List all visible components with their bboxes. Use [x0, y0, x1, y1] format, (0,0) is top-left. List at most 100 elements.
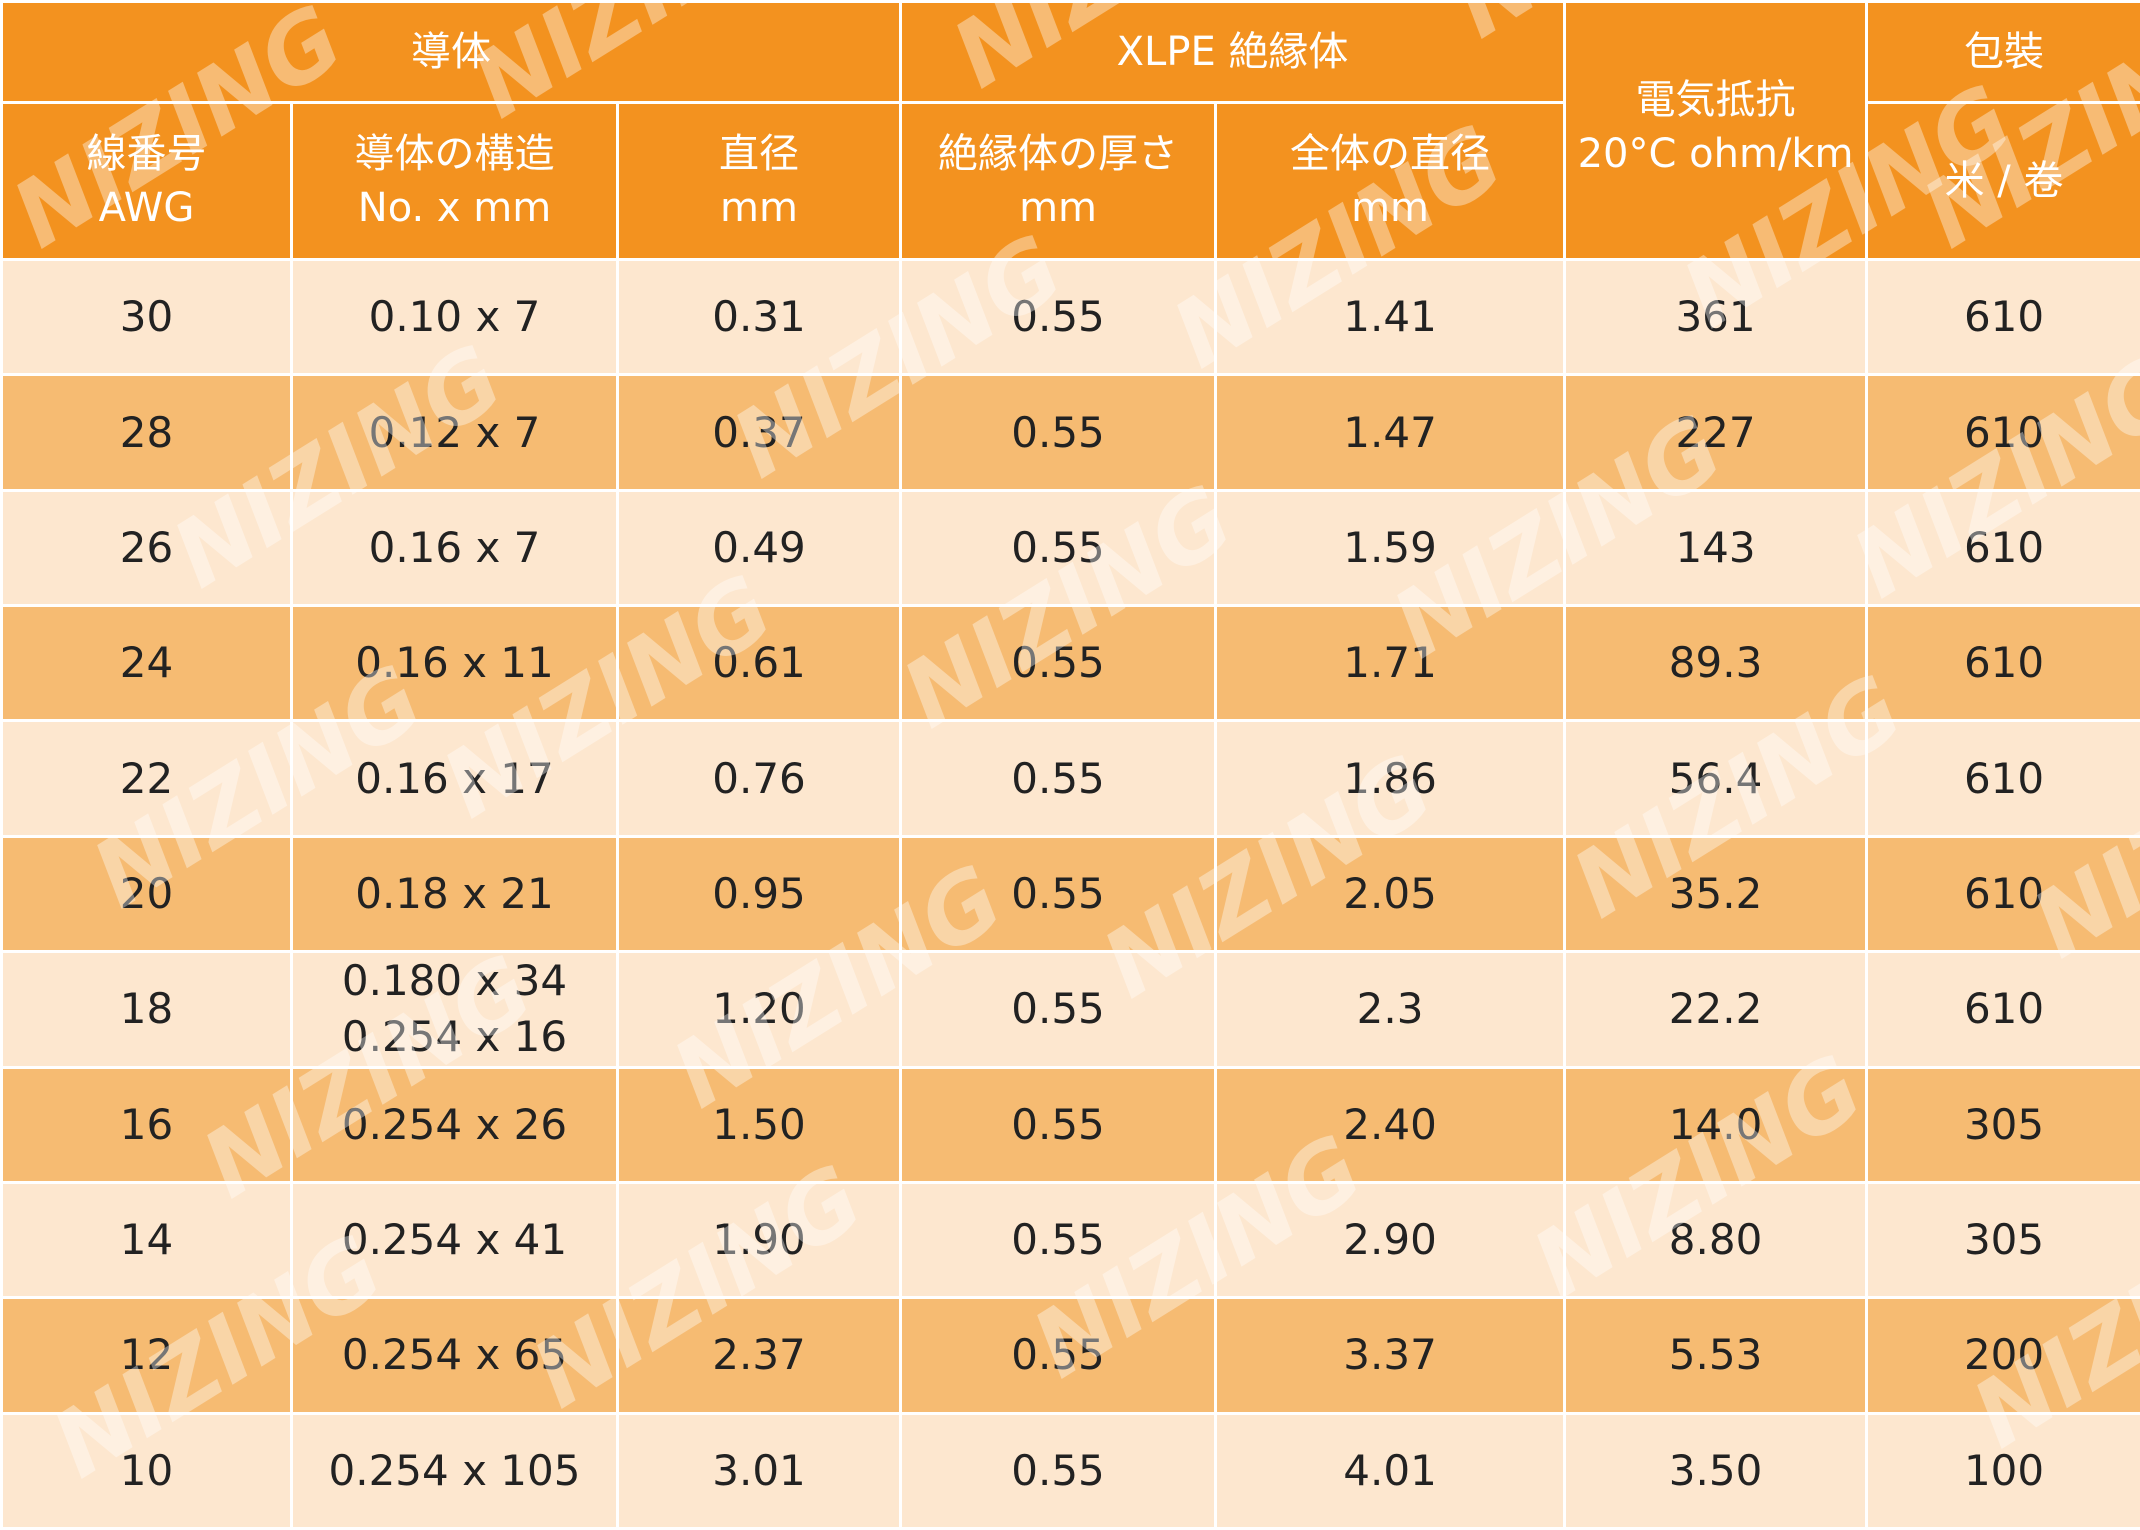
cell-awg: 30 — [0, 257, 293, 377]
structure-line: 0.254 x 16 — [341, 1012, 568, 1062]
cell-packing: 200 — [1865, 1296, 2140, 1415]
cell-overall: 1.86 — [1214, 719, 1567, 838]
table-body: 30 0.10 x 7 0.31 0.55 1.41 361 610 28 0.12 x 7 0.… — [0, 257, 2140, 1530]
cell-diameter: 0.95 — [615, 834, 903, 954]
structure-line: 0.12 x 7 — [368, 407, 541, 457]
structure-line: 0.254 x 26 — [341, 1099, 568, 1149]
header-packing-unit: 米 / 卷 — [1865, 101, 2140, 261]
cell-diameter: 3.01 — [615, 1411, 903, 1530]
cell-structure: 0.16 x 7 — [290, 488, 619, 608]
cell-thickness: 0.55 — [899, 719, 1218, 838]
header-overall: 全体の直径 mm — [1214, 101, 1567, 261]
header-resistance-line-1: 電気抵抗 — [1635, 77, 1796, 123]
cell-thickness: 0.55 — [899, 1180, 1218, 1300]
structure-line: 0.254 x 65 — [341, 1330, 568, 1380]
header-overall-line-2: mm — [1351, 185, 1429, 231]
cell-diameter: 0.49 — [615, 488, 903, 608]
header-resistance: 電気抵抗 20°C ohm/km — [1563, 0, 1869, 261]
table-row: 18 0.180 x 34 0.254 x 16 1.20 0.55 2.3 22.2 610 — [0, 950, 2140, 1069]
cell-resistance: 22.2 — [1563, 950, 1869, 1069]
cell-packing: 610 — [1865, 834, 2140, 954]
cell-structure: 0.254 x 105 — [290, 1411, 619, 1530]
cell-resistance: 8.80 — [1563, 1180, 1869, 1300]
cell-packing: 610 — [1865, 950, 2140, 1069]
cell-resistance: 56.4 — [1563, 719, 1869, 838]
header-overall-line-1: 全体の直径 — [1290, 131, 1491, 177]
structure-line: 0.16 x 11 — [355, 638, 554, 688]
cell-awg: 12 — [0, 1296, 293, 1415]
table-row: 30 0.10 x 7 0.31 0.55 1.41 361 610 — [0, 257, 2140, 377]
table-row: 28 0.12 x 7 0.37 0.55 1.47 227 610 — [0, 373, 2140, 492]
cell-thickness: 0.55 — [899, 834, 1218, 954]
header-packing-group: 包裝 — [1865, 0, 2140, 104]
cell-awg: 14 — [0, 1180, 293, 1300]
cell-diameter: 1.90 — [615, 1180, 903, 1300]
cell-structure: 0.180 x 34 0.254 x 16 — [290, 950, 619, 1069]
cell-overall: 1.47 — [1214, 373, 1567, 492]
cell-packing: 610 — [1865, 373, 2140, 492]
structure-line: 0.18 x 21 — [355, 868, 554, 918]
cell-thickness: 0.55 — [899, 950, 1218, 1069]
cell-thickness: 0.55 — [899, 604, 1218, 723]
cell-overall: 2.05 — [1214, 834, 1567, 954]
cell-structure: 0.16 x 17 — [290, 719, 619, 838]
cell-resistance: 14.0 — [1563, 1065, 1869, 1184]
header-diameter-line-1: 直径 — [719, 131, 800, 177]
header-thickness: 絶縁体の厚さ mm — [899, 101, 1218, 261]
cell-packing: 305 — [1865, 1065, 2140, 1184]
structure-line: 0.10 x 7 — [368, 292, 541, 342]
cell-resistance: 361 — [1563, 257, 1869, 377]
cell-structure: 0.10 x 7 — [290, 257, 619, 377]
table-row: 22 0.16 x 17 0.76 0.55 1.86 56.4 610 — [0, 719, 2140, 838]
cell-thickness: 0.55 — [899, 1065, 1218, 1184]
header-resistance-line-2: 20°C ohm/km — [1577, 131, 1854, 177]
header-awg-line-2: AWG — [98, 185, 195, 231]
cell-awg: 28 — [0, 373, 293, 492]
cell-resistance: 3.50 — [1563, 1411, 1869, 1530]
cell-structure: 0.254 x 41 — [290, 1180, 619, 1300]
cell-thickness: 0.55 — [899, 257, 1218, 377]
cell-structure: 0.18 x 21 — [290, 834, 619, 954]
header-diameter-line-2: mm — [720, 185, 798, 231]
cell-overall: 4.01 — [1214, 1411, 1567, 1530]
cell-packing: 610 — [1865, 604, 2140, 723]
table-row: 10 0.254 x 105 3.01 0.55 4.01 3.50 100 — [0, 1411, 2140, 1530]
header-structure-line-1: 導体の構造 — [354, 131, 555, 177]
cell-diameter: 1.20 — [615, 950, 903, 1069]
table-row: 14 0.254 x 41 1.90 0.55 2.90 8.80 305 — [0, 1180, 2140, 1300]
header-conductor-group: 導体 — [0, 0, 903, 104]
header-thickness-line-1: 絶縁体の厚さ — [938, 131, 1179, 177]
cell-awg: 16 — [0, 1065, 293, 1184]
cell-awg: 10 — [0, 1411, 293, 1530]
structure-line: 0.16 x 17 — [355, 753, 554, 803]
cell-diameter: 2.37 — [615, 1296, 903, 1415]
cell-packing: 100 — [1865, 1411, 2140, 1530]
table-row: 12 0.254 x 65 2.37 0.55 3.37 5.53 200 — [0, 1296, 2140, 1415]
cell-diameter: 0.37 — [615, 373, 903, 492]
cell-packing: 610 — [1865, 488, 2140, 608]
header-structure-line-2: No. x mm — [357, 185, 552, 231]
cell-awg: 26 — [0, 488, 293, 608]
structure-line: 0.16 x 7 — [368, 522, 541, 572]
table-row: 20 0.18 x 21 0.95 0.55 2.05 35.2 610 — [0, 834, 2140, 954]
header-group-row: 導体 XLPE 絶縁体 電気抵抗 20°C ohm/km 包裝 — [0, 0, 2140, 261]
header-awg-line-1: 線番号 — [86, 131, 207, 177]
cell-resistance: 89.3 — [1563, 604, 1869, 723]
cell-diameter: 0.76 — [615, 719, 903, 838]
structure-line: 0.180 x 34 — [341, 956, 568, 1006]
cell-overall: 1.71 — [1214, 604, 1567, 723]
cell-awg: 18 — [0, 950, 293, 1069]
cell-resistance: 227 — [1563, 373, 1869, 492]
table-row: 24 0.16 x 11 0.61 0.55 1.71 89.3 610 — [0, 604, 2140, 723]
cell-structure: 0.254 x 65 — [290, 1296, 619, 1415]
header-column-row: 線番号 AWG 導体の構造 No. x mm 直径 mm 絶縁体の厚さ mm 全… — [0, 101, 2140, 261]
header-thickness-line-2: mm — [1019, 185, 1097, 231]
cell-structure: 0.16 x 11 — [290, 604, 619, 723]
cell-overall: 2.3 — [1214, 950, 1567, 1069]
cell-packing: 610 — [1865, 257, 2140, 377]
cell-resistance: 143 — [1563, 488, 1869, 608]
cell-diameter: 1.50 — [615, 1065, 903, 1184]
header-diameter: 直径 mm — [615, 101, 903, 261]
structure-line: 0.254 x 41 — [341, 1215, 568, 1265]
cell-overall: 1.41 — [1214, 257, 1567, 377]
